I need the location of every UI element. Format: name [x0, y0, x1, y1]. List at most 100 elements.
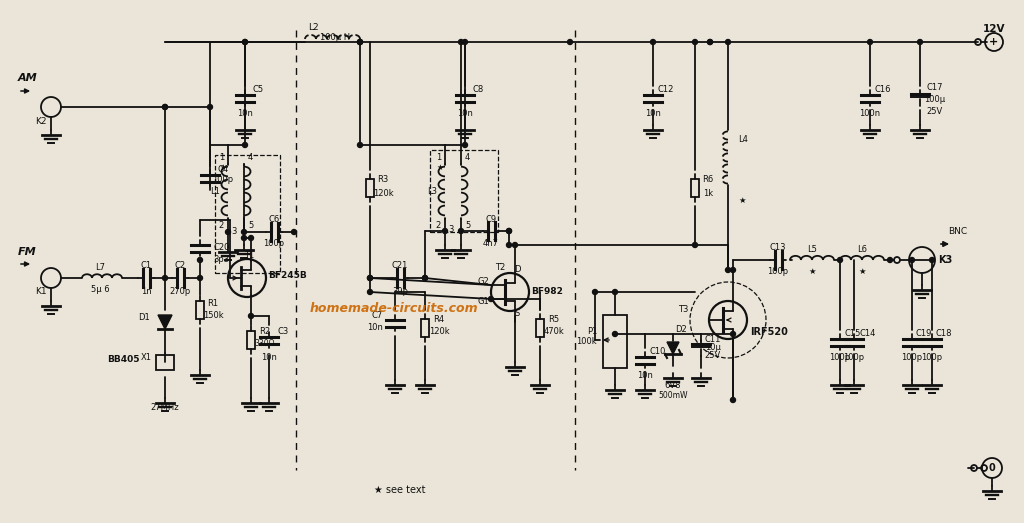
- Text: K3: K3: [938, 255, 952, 265]
- Text: C14: C14: [860, 329, 877, 338]
- Text: AM: AM: [18, 73, 38, 83]
- Circle shape: [725, 267, 730, 272]
- Text: C19: C19: [915, 329, 932, 338]
- Text: 5: 5: [248, 221, 253, 230]
- Circle shape: [357, 40, 362, 44]
- Text: 27MHz: 27MHz: [151, 404, 179, 413]
- Circle shape: [459, 229, 464, 233]
- Circle shape: [368, 276, 373, 280]
- Text: 3p3: 3p3: [213, 256, 229, 265]
- Text: C17: C17: [927, 84, 943, 93]
- Text: 100p: 100p: [212, 176, 233, 185]
- Circle shape: [208, 105, 213, 109]
- Text: C11: C11: [705, 335, 721, 345]
- Text: 25V: 25V: [705, 351, 721, 360]
- Text: BB405: BB405: [108, 356, 140, 365]
- Text: C9: C9: [485, 214, 497, 223]
- Text: L1: L1: [210, 187, 220, 196]
- Text: C21: C21: [392, 260, 409, 269]
- Bar: [536, 319, 544, 337]
- Circle shape: [930, 257, 935, 263]
- Text: 120k: 120k: [373, 188, 393, 198]
- Text: 25V: 25V: [927, 107, 943, 116]
- Text: 500mW: 500mW: [658, 392, 688, 401]
- Text: K1: K1: [35, 288, 47, 297]
- Text: T3: T3: [678, 305, 688, 314]
- Text: 100p: 100p: [901, 353, 923, 361]
- Text: R1: R1: [208, 299, 218, 308]
- Circle shape: [730, 332, 735, 336]
- Text: 330Ω: 330Ω: [255, 339, 275, 348]
- Circle shape: [692, 40, 697, 44]
- Text: ★: ★: [738, 196, 745, 204]
- Circle shape: [242, 230, 247, 234]
- Circle shape: [163, 276, 168, 280]
- Text: L4: L4: [738, 135, 748, 144]
- Text: 5μ 6: 5μ 6: [91, 286, 110, 294]
- Circle shape: [368, 276, 373, 280]
- Circle shape: [650, 40, 655, 44]
- Polygon shape: [158, 315, 172, 329]
- Circle shape: [198, 257, 203, 263]
- Circle shape: [708, 40, 713, 44]
- Text: ★: ★: [219, 163, 226, 172]
- Text: C8: C8: [472, 85, 483, 95]
- Text: D: D: [514, 266, 520, 275]
- Text: BNC: BNC: [948, 228, 967, 236]
- Text: C12: C12: [657, 85, 674, 95]
- Text: BF245B: BF245B: [268, 271, 307, 280]
- Text: ★: ★: [808, 267, 816, 276]
- Text: C2: C2: [174, 260, 185, 269]
- Text: L7: L7: [95, 263, 105, 271]
- Text: R2: R2: [259, 327, 270, 336]
- Circle shape: [292, 230, 297, 234]
- Bar: [156, 355, 174, 370]
- Text: 1: 1: [219, 153, 224, 162]
- Text: 100μ: 100μ: [925, 96, 945, 105]
- Circle shape: [488, 297, 494, 301]
- Text: D2: D2: [675, 325, 687, 335]
- Text: C16: C16: [874, 85, 891, 95]
- Circle shape: [708, 40, 713, 44]
- Text: 3: 3: [449, 225, 454, 234]
- Circle shape: [692, 243, 697, 247]
- Text: L6: L6: [857, 244, 867, 254]
- Text: FM: FM: [18, 247, 37, 257]
- Text: 0: 0: [988, 463, 995, 473]
- Text: 100n: 100n: [859, 109, 881, 119]
- Circle shape: [507, 243, 512, 247]
- Text: S: S: [514, 310, 519, 319]
- Text: R4: R4: [433, 315, 444, 324]
- Text: 39p: 39p: [392, 287, 408, 295]
- Text: T2: T2: [495, 263, 505, 271]
- Text: L2: L2: [308, 24, 318, 32]
- Text: 100p: 100p: [829, 353, 851, 361]
- Text: C18: C18: [936, 329, 952, 338]
- Text: 2: 2: [219, 221, 224, 230]
- Text: C10: C10: [650, 347, 667, 357]
- Circle shape: [163, 105, 168, 109]
- Bar: [430, 150, 498, 232]
- Circle shape: [423, 276, 427, 280]
- Circle shape: [198, 276, 203, 280]
- Text: D1: D1: [138, 313, 150, 323]
- Text: 5: 5: [465, 221, 470, 230]
- Text: C1: C1: [140, 260, 152, 269]
- Text: IRF520: IRF520: [750, 327, 787, 337]
- Text: ★: ★: [858, 267, 865, 276]
- Circle shape: [442, 229, 447, 233]
- Text: R5: R5: [549, 315, 559, 324]
- Bar: [603, 315, 627, 368]
- Text: 10μ: 10μ: [706, 344, 721, 353]
- Text: 100μ H: 100μ H: [319, 33, 350, 42]
- Circle shape: [243, 40, 248, 44]
- Text: 4n7: 4n7: [483, 238, 499, 247]
- Bar: [196, 301, 204, 319]
- Text: ★ see text: ★ see text: [374, 485, 426, 495]
- Text: 1n: 1n: [140, 287, 152, 295]
- Circle shape: [730, 267, 735, 272]
- Text: 1k: 1k: [702, 188, 713, 198]
- Circle shape: [368, 290, 373, 294]
- Circle shape: [225, 230, 230, 234]
- Text: R3: R3: [378, 176, 389, 185]
